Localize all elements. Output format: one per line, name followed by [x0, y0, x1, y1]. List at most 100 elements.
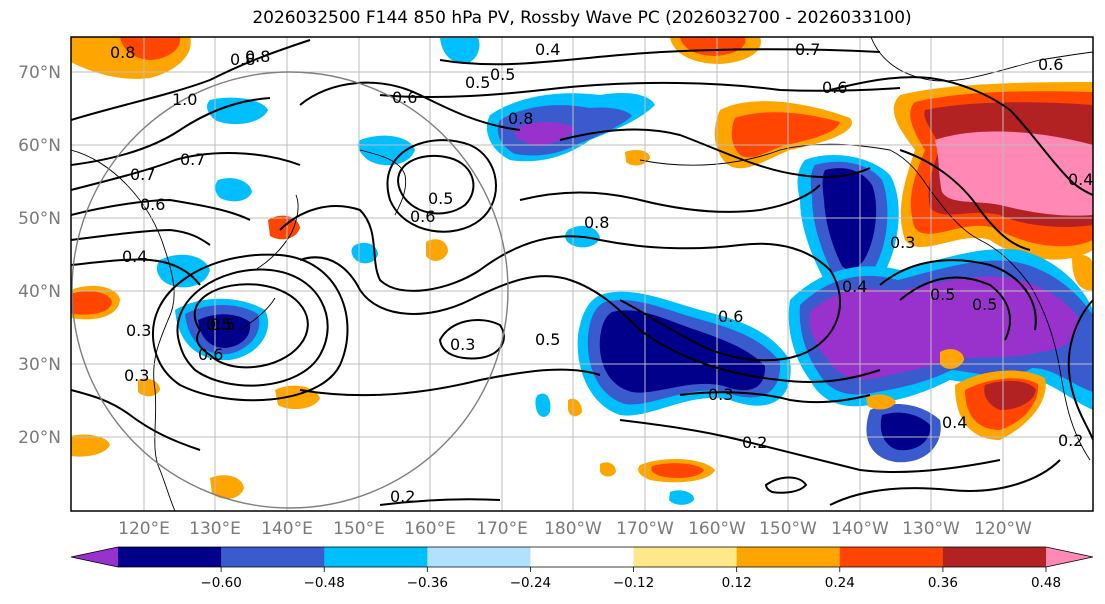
- pv-contour: [299, 256, 881, 383]
- colorbar-label: −0.12: [613, 575, 654, 591]
- pv-contour: [764, 476, 808, 494]
- colorbar-segment: [221, 547, 325, 567]
- negative-anomaly-north-pacific: [351, 242, 378, 264]
- pv-contour: [559, 128, 871, 178]
- lon-label: 120°W: [974, 519, 1032, 539]
- colorbar-segment: [633, 547, 738, 567]
- contour-label: 0.3: [126, 321, 151, 340]
- negative-anomaly-south: [535, 393, 551, 417]
- colorbar-label: −0.36: [407, 575, 448, 591]
- contour-label: 0.5: [930, 285, 955, 304]
- positive-anomaly-west-core: [71, 291, 112, 315]
- coastline-alaska: [639, 143, 1091, 461]
- colorbar-segment: [324, 547, 428, 567]
- contour-label: 0.6: [822, 78, 847, 97]
- colorbar-extend-max: [1046, 547, 1093, 567]
- positive-anomaly-alaska-core: [731, 112, 840, 158]
- colorbar-label: 0.12: [722, 575, 752, 591]
- contour-label: 0.6: [140, 195, 165, 214]
- positive-anomaly-philippines: [210, 475, 244, 499]
- coastline-japan: [239, 194, 299, 331]
- contour-label: 0.3: [450, 335, 475, 354]
- lat-label: 70°N: [18, 63, 61, 83]
- lon-label: 170°W: [616, 519, 674, 539]
- contour-label: 0.4: [1068, 170, 1093, 189]
- pv-contour: [71, 389, 201, 451]
- pv-contour: [279, 205, 841, 362]
- contour-label: 0.5: [465, 73, 490, 92]
- contour-label: 1.0: [172, 90, 197, 109]
- lon-label: 120°E: [118, 519, 170, 539]
- negative-anomaly-subtropical-core: [880, 412, 931, 451]
- colorbar-label: 0.36: [928, 575, 958, 591]
- pv-contour: [299, 368, 601, 397]
- pv-contour: [379, 81, 901, 99]
- contour-label: 0.7: [795, 40, 820, 59]
- map-frame: [70, 36, 1094, 512]
- rossby-wave-pc-shading: [71, 37, 1093, 505]
- lon-label: 160°E: [404, 519, 456, 539]
- positive-anomaly-hawaii-core: [651, 463, 704, 478]
- contour-label: 0.4: [535, 40, 560, 59]
- colorbar-segment: [736, 547, 841, 567]
- colorbar-segment: [942, 547, 1047, 567]
- contour-label: 0.3: [124, 366, 149, 385]
- pv-contours: [71, 39, 1093, 506]
- contour-label: 0.8: [230, 50, 255, 69]
- contour-label: 0.2: [742, 433, 767, 452]
- contour-label: 0.2: [390, 487, 415, 506]
- contour-label: 0.6: [410, 207, 435, 226]
- pv-contour: [193, 283, 309, 369]
- colorbar-label: −0.48: [304, 575, 345, 591]
- colorbar-extend-min: [71, 547, 118, 567]
- lon-label: 140°W: [831, 519, 889, 539]
- contour-label: 0.6: [198, 345, 223, 364]
- lon-label: 150°E: [333, 519, 385, 539]
- pv-contour: [71, 228, 211, 246]
- contour-label: 0.6: [718, 307, 743, 326]
- lat-label: 30°N: [18, 355, 61, 375]
- pv-contour: [1067, 299, 1093, 441]
- lon-label: 130°W: [902, 519, 960, 539]
- negative-anomaly-kamchatka: [358, 135, 415, 166]
- pv-contour: [829, 76, 1093, 196]
- contour-label: 0.5: [428, 189, 453, 208]
- positive-anomaly-midpacific: [568, 398, 582, 417]
- negative-anomaly-manchuria: [215, 178, 252, 202]
- lon-label: 140°E: [261, 519, 313, 539]
- pv-contour: [71, 39, 311, 121]
- positive-anomaly-baja-max: [984, 380, 1036, 410]
- colorbar-segment: [839, 547, 944, 567]
- contour-label: 0.5: [972, 295, 997, 314]
- pv-contour: [899, 149, 1031, 251]
- lat-label: 40°N: [18, 282, 61, 302]
- lon-label: 180°W: [544, 519, 602, 539]
- colorbar-outline: [70, 546, 1094, 568]
- contour-label: 0.2: [1058, 431, 1083, 450]
- pv-contour: [152, 253, 349, 402]
- positive-anomaly-northwest-america-max: [935, 131, 1093, 216]
- colorbar-segment: [530, 547, 635, 567]
- contour-label: 0.4: [122, 247, 147, 266]
- positive-anomaly-subtropics: [866, 394, 896, 410]
- coastline-arctic: [870, 37, 1093, 82]
- colorbar-label: 0.48: [1031, 575, 1061, 591]
- negative-anomaly-japan-max: [198, 314, 251, 348]
- map-title: 2026032500 F144 850 hPa PV, Rossby Wave …: [252, 8, 912, 28]
- negative-anomaly-tropics: [669, 490, 695, 505]
- contour-label: 0.8: [584, 213, 609, 232]
- negative-anomaly-arctic: [440, 38, 480, 64]
- contour-label: 0.5: [206, 315, 231, 334]
- pv-contour: [71, 97, 271, 166]
- positive-anomaly-bering-sea: [625, 150, 650, 166]
- colorbar: −0.60 −0.48 −0.36 −0.24 −0.12 0.12 0.24 0.36 0.4…: [70, 546, 1094, 591]
- contour-label: 0.6: [392, 88, 417, 107]
- pv-contour: [386, 139, 497, 233]
- contour-label: 0.7: [180, 150, 205, 169]
- latitude-labels: 70°N 60°N 50°N 40°N 30°N 20°N: [18, 63, 61, 448]
- pv-contour: [379, 498, 501, 506]
- contour-label: 0.4: [942, 413, 967, 432]
- contour-label: 0.7: [130, 165, 155, 184]
- negative-anomaly-gulf-of-alaska-max: [822, 168, 877, 270]
- pv-contour: [176, 268, 329, 387]
